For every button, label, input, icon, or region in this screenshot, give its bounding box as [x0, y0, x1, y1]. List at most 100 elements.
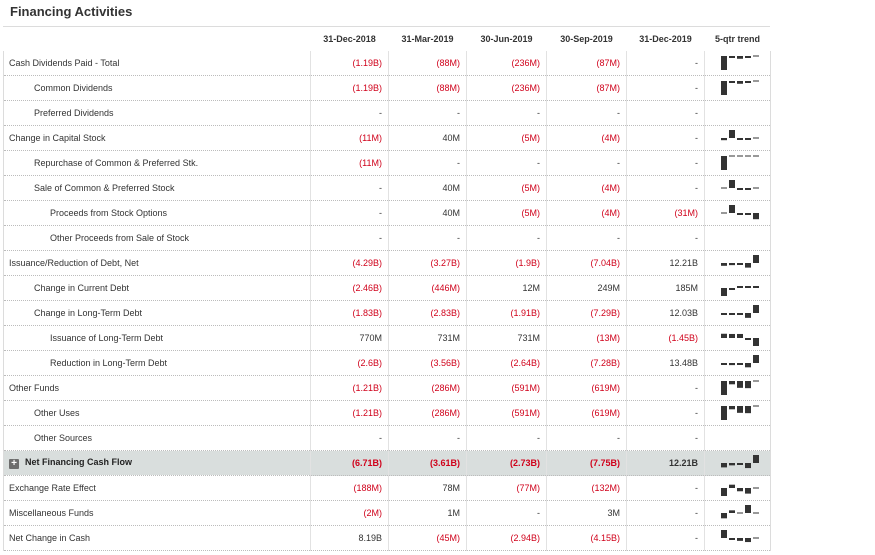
- table-row-net-change-in-cash: Net Change in Cash 8.19B (45M) (2.94B) (4.15…: [3, 525, 771, 551]
- value-cell: 12.21B: [626, 450, 705, 476]
- trend-bar: [721, 263, 727, 266]
- value-cell: 13.48B: [626, 350, 705, 376]
- value-cell: (4.29B): [310, 250, 389, 276]
- trend-bar: [745, 338, 751, 340]
- trend-bar: [745, 313, 751, 318]
- value-cell: (2.83B): [388, 300, 467, 326]
- trend-bar: [721, 333, 727, 338]
- trend-bar: [729, 56, 735, 58]
- value-cell: (3.56B): [388, 350, 467, 376]
- trend-sparkline: [721, 305, 759, 318]
- trend-bar: [721, 513, 727, 519]
- value-cell: 40M: [388, 125, 467, 151]
- table-row-cash-dividends-paid-total: Cash Dividends Paid - Total (1.19B) (88M)(…: [3, 51, 771, 76]
- trend-bar: [729, 205, 735, 213]
- row-label: Other Sources: [34, 433, 93, 443]
- trend-sparkline: [721, 380, 759, 395]
- trend-bar: [721, 488, 727, 496]
- value-cell: -: [546, 225, 627, 251]
- trend-bar: [729, 406, 735, 410]
- trend-bar: [753, 305, 759, 313]
- value-cell: (2.94B): [466, 525, 547, 551]
- trend-cell: [704, 350, 771, 376]
- table-row-net-financing-cash-flow[interactable]: + Net Financing Cash Flow (6.71B) (3.61B) (2…: [3, 450, 771, 476]
- value-cell: 731M: [388, 325, 467, 351]
- value-cell: -: [388, 425, 467, 451]
- value-cell: (286M): [388, 375, 467, 401]
- value-cell: (591M): [466, 400, 547, 426]
- section-title: Financing Activities: [10, 4, 133, 19]
- value-cell: 3M: [546, 500, 627, 526]
- trend-bar: [753, 338, 759, 346]
- title-divider: [3, 26, 770, 27]
- trend-bar: [737, 363, 743, 365]
- financing-table: 31-Dec-2018 31-Mar-2019 30-Jun-2019 30-S…: [3, 27, 771, 551]
- column-header: 31-Mar-2019: [401, 34, 454, 44]
- column-header: 31-Dec-2019: [639, 34, 692, 44]
- value-cell: (11M): [310, 150, 389, 176]
- value-cell: 8.19B: [310, 525, 389, 551]
- trend-bar: [729, 510, 735, 513]
- trend-bar: [753, 137, 759, 139]
- row-label-cell: Preferred Dividends: [3, 100, 311, 126]
- value-cell: (619M): [546, 400, 627, 426]
- value-cell: -: [626, 375, 705, 401]
- trend-cell: [704, 175, 771, 201]
- trend-sparkline: [721, 530, 759, 543]
- trend-sparkline: [721, 80, 759, 95]
- value-cell: -: [626, 500, 705, 526]
- value-cell: (4M): [546, 175, 627, 201]
- table-row-repurchase-of-common-preferred-stk: Repurchase of Common & Preferred Stk. (11…: [3, 150, 771, 176]
- trend-sparkline: [721, 355, 759, 368]
- trend-bar: [729, 81, 735, 83]
- column-header: 30-Jun-2019: [480, 34, 533, 44]
- value-cell: (7.28B): [546, 350, 627, 376]
- value-cell: -: [466, 225, 547, 251]
- value-cell: (1.19B): [310, 51, 389, 76]
- row-label-cell: Reduction in Long-Term Debt: [3, 350, 311, 376]
- row-label-cell: Cash Dividends Paid - Total: [3, 51, 311, 76]
- row-label-cell: Other Proceeds from Sale of Stock: [3, 225, 311, 251]
- trend-cell: [704, 325, 771, 351]
- row-label: Cash Dividends Paid - Total: [9, 58, 120, 68]
- trend-bar: [737, 81, 743, 84]
- value-cell: 185M: [626, 275, 705, 301]
- trend-bar: [737, 406, 743, 413]
- value-cell: -: [466, 150, 547, 176]
- trend-bar: [721, 288, 727, 296]
- trend-bar: [721, 363, 727, 365]
- table-row-issuance-reduction-of-debt-net: Issuance/Reduction of Debt, Net (4.29B) (3…: [3, 250, 771, 276]
- value-cell: -: [626, 100, 705, 126]
- expand-plus-icon[interactable]: +: [9, 459, 19, 469]
- trend-cell: [704, 525, 771, 551]
- value-cell: -: [310, 425, 389, 451]
- value-cell: (236M): [466, 75, 547, 101]
- row-label-cell: Net Change in Cash: [3, 525, 311, 551]
- trend-bar: [729, 180, 735, 188]
- value-cell: -: [388, 150, 467, 176]
- value-cell: (45M): [388, 525, 467, 551]
- trend-sparkline: [721, 455, 759, 469]
- value-cell: (1.9B): [466, 250, 547, 276]
- trend-bar: [745, 463, 751, 469]
- row-label-cell: Issuance/Reduction of Debt, Net: [3, 250, 311, 276]
- trend-bar: [745, 56, 751, 58]
- value-cell: -: [626, 175, 705, 201]
- value-cell: (2.6B): [310, 350, 389, 376]
- trend-cell: [704, 100, 771, 126]
- value-cell: 40M: [388, 200, 467, 226]
- trend-cell: [704, 51, 771, 76]
- value-cell: (286M): [388, 400, 467, 426]
- trend-bar: [729, 538, 735, 540]
- value-cell: 770M: [310, 325, 389, 351]
- value-cell: (3.27B): [388, 250, 467, 276]
- trend-cell: [704, 150, 771, 176]
- value-cell: (1.45B): [626, 325, 705, 351]
- trend-bar: [745, 538, 751, 543]
- value-cell: (13M): [546, 325, 627, 351]
- value-cell: (11M): [310, 125, 389, 151]
- row-label-cell: Repurchase of Common & Preferred Stk.: [3, 150, 311, 176]
- trend-sparkline: [721, 405, 759, 420]
- value-cell: -: [626, 475, 705, 501]
- trend-bar: [737, 56, 743, 59]
